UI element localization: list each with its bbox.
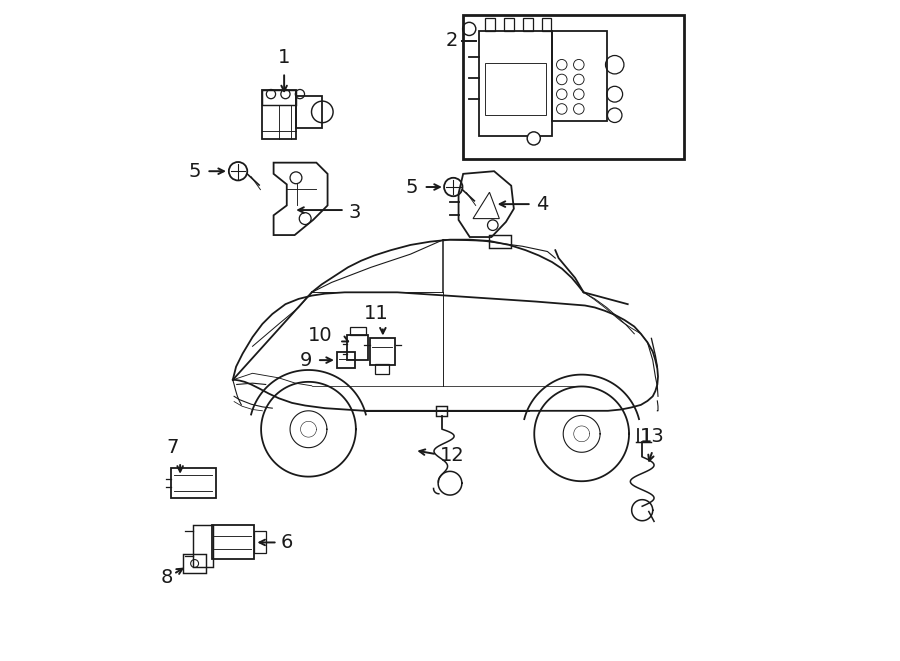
- Bar: [504, 19, 514, 31]
- Bar: [350, 327, 365, 335]
- Bar: [542, 19, 552, 31]
- Text: 11: 11: [364, 303, 389, 323]
- Text: 6: 6: [280, 533, 292, 552]
- Bar: [254, 531, 266, 553]
- Text: 10: 10: [308, 327, 333, 345]
- Text: 3: 3: [348, 202, 361, 221]
- Bar: [296, 96, 322, 128]
- Bar: [347, 335, 368, 360]
- Bar: [337, 352, 356, 368]
- Bar: [212, 525, 254, 559]
- Bar: [485, 63, 546, 115]
- Bar: [370, 338, 395, 365]
- Bar: [523, 19, 533, 31]
- Text: 9: 9: [300, 350, 311, 369]
- Bar: [436, 407, 447, 416]
- Text: 5: 5: [406, 178, 419, 196]
- Bar: [194, 525, 213, 567]
- Bar: [262, 91, 296, 105]
- Bar: [375, 364, 390, 374]
- Bar: [479, 31, 552, 136]
- Text: 8: 8: [161, 568, 173, 587]
- Bar: [183, 555, 206, 572]
- Text: 12: 12: [439, 446, 464, 465]
- Text: 7: 7: [166, 438, 178, 457]
- Bar: [262, 91, 296, 139]
- Bar: [171, 469, 216, 498]
- Circle shape: [527, 132, 540, 145]
- Bar: [552, 31, 607, 120]
- Text: 4: 4: [536, 194, 548, 214]
- Bar: [464, 15, 684, 159]
- Text: 13: 13: [641, 427, 665, 446]
- Text: 5: 5: [189, 162, 202, 180]
- Bar: [485, 19, 495, 31]
- Text: 1: 1: [278, 48, 291, 67]
- Text: 2: 2: [446, 31, 458, 50]
- Bar: [490, 235, 510, 249]
